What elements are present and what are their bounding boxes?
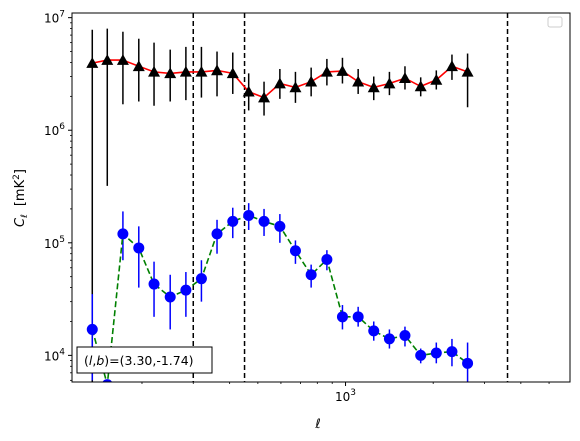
- data-point-0-18: [367, 81, 380, 93]
- data-point-0-12: [273, 77, 286, 89]
- data-point-1-9: [227, 215, 239, 227]
- y-tick-label: 104: [44, 347, 65, 363]
- data-point-1-17: [352, 311, 364, 323]
- annotation-box: (l,b)=(3.30,-1.74): [76, 346, 213, 374]
- data-point-0-13: [289, 81, 302, 93]
- data-point-0-22: [430, 73, 443, 85]
- data-point-1-10: [243, 209, 255, 221]
- legend-box: [547, 16, 563, 28]
- y-tick-label: 105: [44, 235, 65, 251]
- data-point-1-5: [164, 291, 176, 303]
- y-axis-label: Cℓ [mK2]: [12, 169, 30, 227]
- data-point-0-1: [101, 54, 114, 65]
- data-point-0-20: [398, 72, 411, 83]
- data-point-1-0: [86, 323, 98, 335]
- data-point-0-24: [461, 65, 474, 77]
- y-axis-label-subscript: ℓ: [20, 214, 30, 219]
- data-point-0-8: [211, 64, 224, 76]
- data-point-1-14: [305, 269, 317, 281]
- data-point-0-23: [445, 60, 458, 72]
- data-point-0-0: [86, 57, 99, 68]
- data-point-1-3: [133, 242, 145, 254]
- data-point-0-6: [179, 65, 192, 77]
- data-point-1-8: [211, 228, 223, 240]
- plot-frame: [71, 12, 571, 383]
- data-point-1-19: [383, 333, 395, 345]
- series-1: [86, 203, 474, 382]
- x-tick-label: 103: [335, 388, 356, 404]
- data-point-0-5: [164, 67, 177, 79]
- data-point-0-3: [132, 60, 145, 72]
- data-point-1-7: [195, 273, 207, 285]
- data-point-0-21: [414, 80, 427, 92]
- data-point-1-13: [289, 245, 301, 257]
- data-point-1-1: [102, 379, 113, 382]
- data-point-1-12: [274, 220, 286, 232]
- data-point-1-6: [180, 284, 192, 296]
- plot-area: [86, 13, 509, 382]
- data-point-1-18: [368, 325, 380, 337]
- data-point-1-2: [117, 228, 129, 240]
- x-axis-label: ℓ: [314, 417, 320, 432]
- data-point-1-20: [399, 330, 411, 342]
- data-point-1-22: [430, 347, 442, 359]
- y-tick-label: 106: [44, 122, 65, 138]
- vertical-reference-lines: [192, 13, 509, 382]
- axis-ticks: [68, 17, 550, 386]
- data-point-0-16: [336, 65, 349, 76]
- data-point-0-4: [148, 65, 161, 77]
- series-layer: [86, 28, 474, 382]
- data-point-1-4: [148, 278, 160, 290]
- data-point-0-14: [305, 75, 318, 87]
- y-axis-label-unit-exp: 2: [12, 174, 22, 180]
- annotation-text: (l,b)=(3.30,-1.74): [84, 353, 194, 368]
- data-point-0-11: [258, 91, 271, 103]
- y-tick-label: 107: [44, 10, 65, 26]
- data-point-1-23: [446, 346, 458, 358]
- y-axis-label-unit: [mK: [13, 179, 28, 206]
- series-0: [86, 28, 474, 382]
- data-point-1-21: [415, 349, 427, 361]
- data-point-1-24: [462, 357, 474, 369]
- y-axis-label-unit-close: ]: [13, 169, 28, 174]
- svg-text:Cℓ[mK2]: Cℓ [mK2]: [12, 169, 30, 227]
- data-point-1-16: [336, 311, 348, 323]
- data-point-1-15: [321, 254, 333, 266]
- annotation-frame: [76, 346, 213, 374]
- axis-tick-labels: 104 105 106 107 103: [44, 10, 356, 404]
- data-point-1-11: [258, 215, 270, 227]
- data-point-0-10: [242, 85, 255, 97]
- data-point-0-19: [383, 77, 396, 89]
- data-point-0-2: [116, 54, 129, 65]
- data-point-0-15: [320, 65, 333, 77]
- data-point-0-17: [352, 75, 365, 87]
- y-axis-label-symbol: C: [13, 217, 28, 227]
- empty-legend: [547, 16, 563, 28]
- data-point-0-7: [195, 65, 208, 77]
- data-point-0-9: [226, 67, 239, 79]
